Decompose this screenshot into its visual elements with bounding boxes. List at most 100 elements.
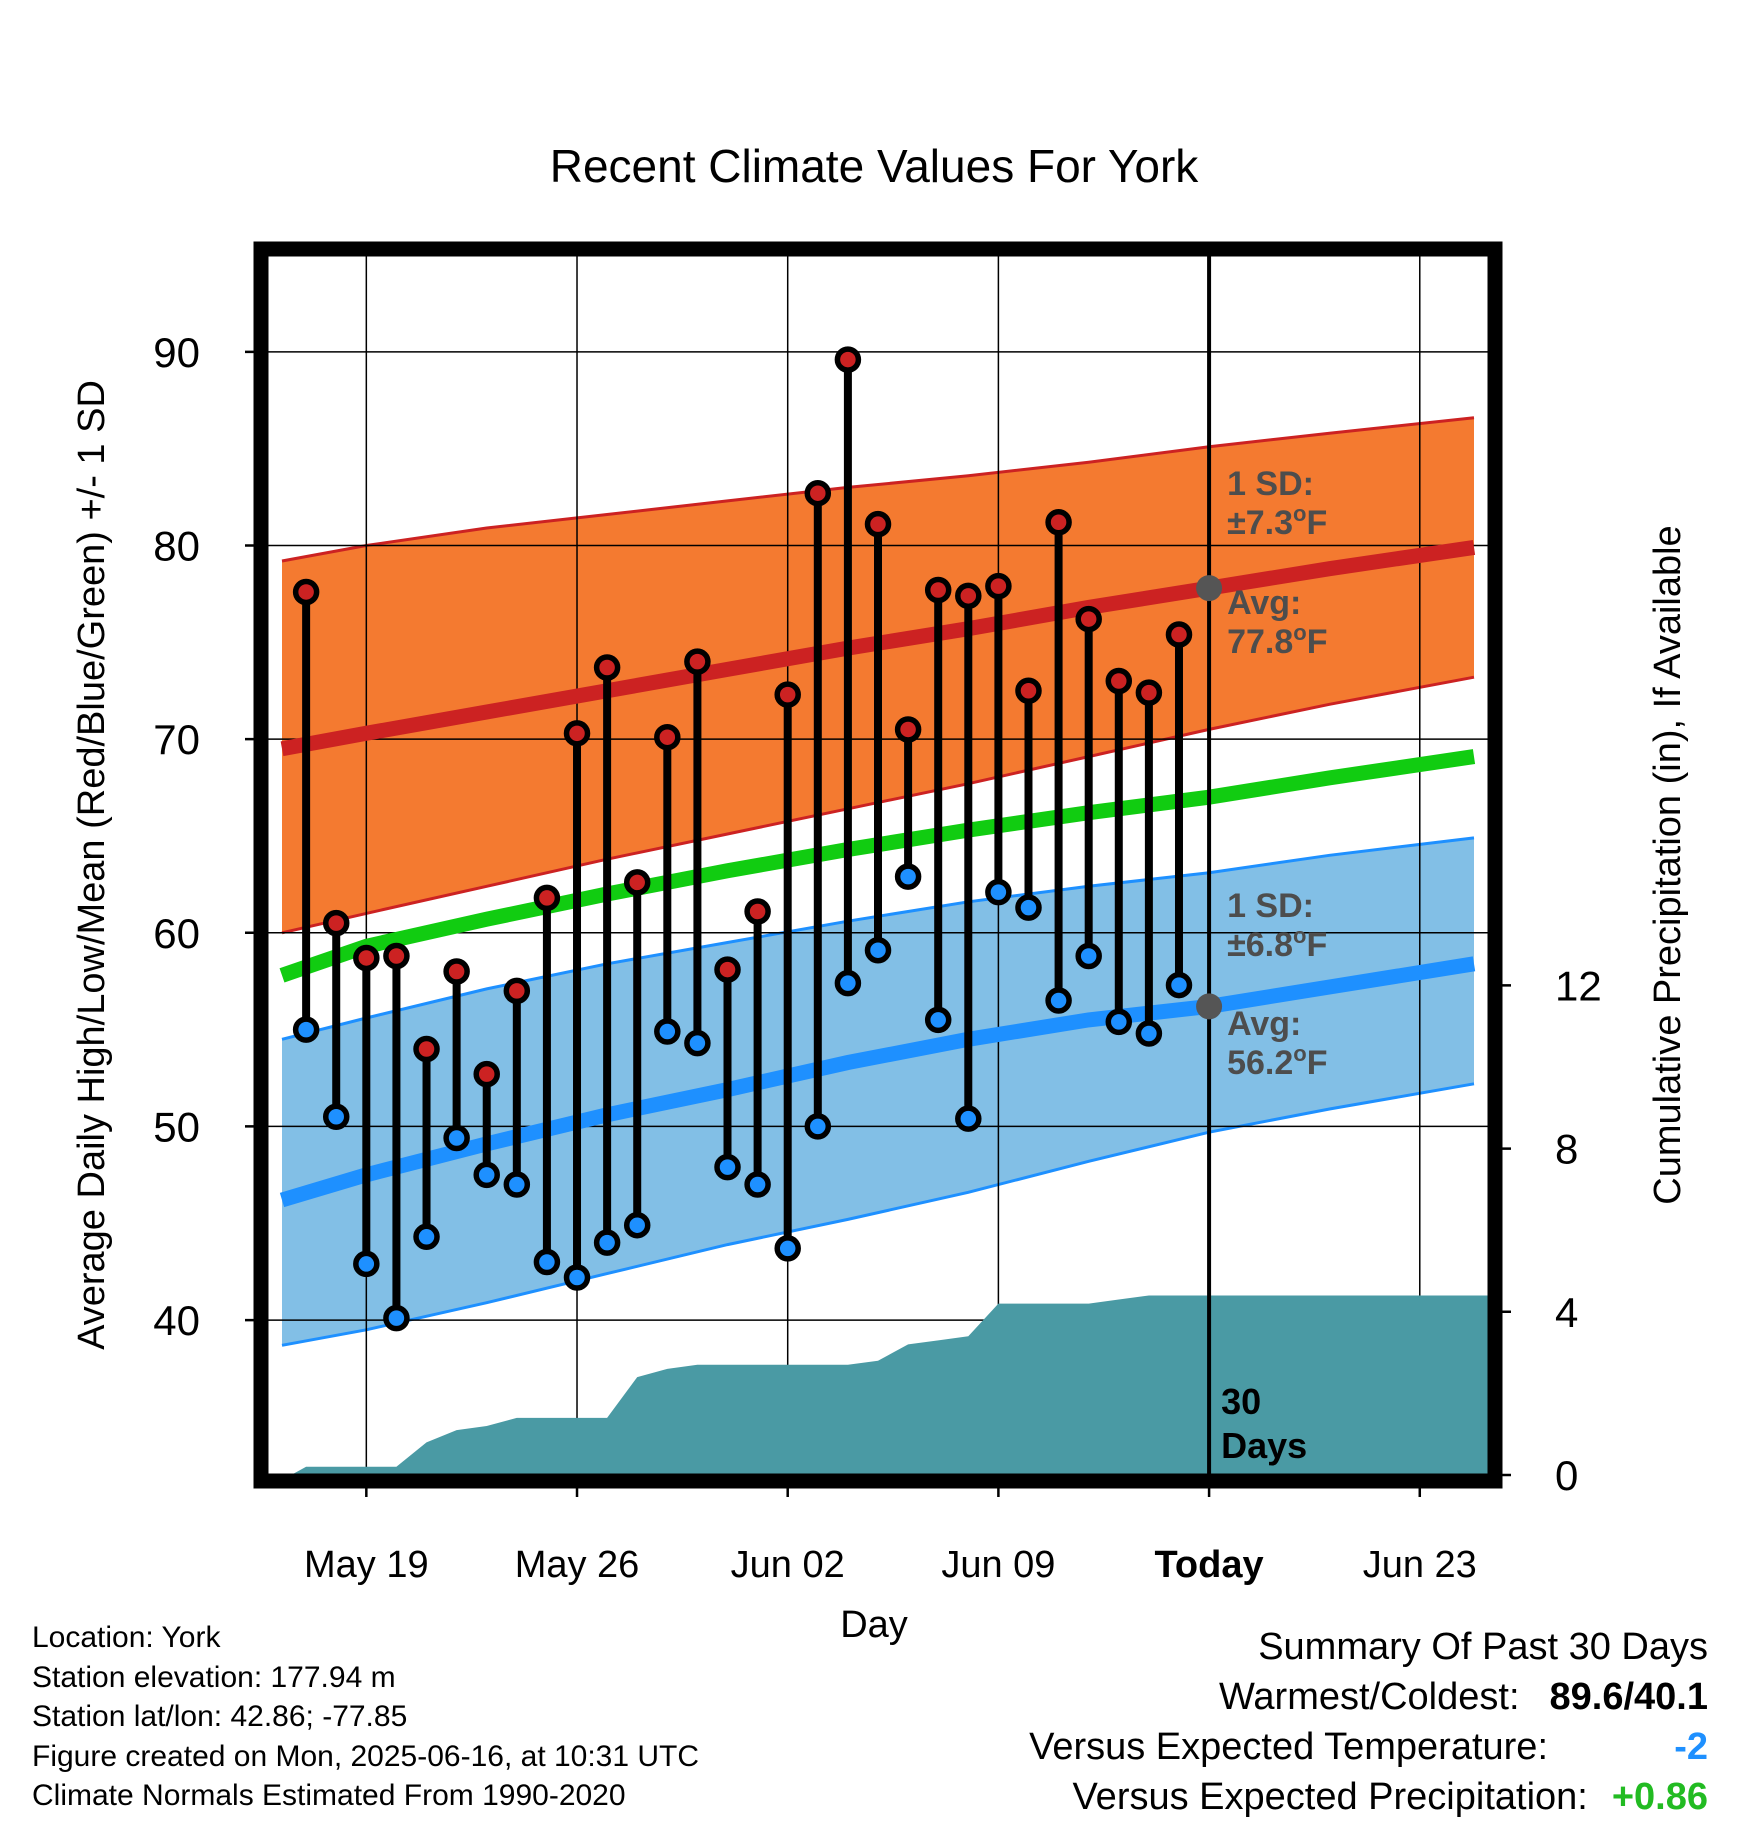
latlon-text: Station lat/lon: 42.86; -77.85 [32, 1700, 408, 1733]
high-temp-point [292, 578, 320, 606]
location-text: Location: York [32, 1621, 221, 1654]
y-tick-label: 60 [153, 910, 200, 957]
high-temp-point [322, 909, 350, 937]
high-temp-point [924, 576, 952, 604]
summary-title: Summary Of Past 30 Days [1258, 1626, 1708, 1668]
low-temp-point [894, 863, 922, 890]
low-temp-point [744, 1171, 771, 1198]
high-temp-point [774, 681, 801, 708]
low-temp-point [1075, 942, 1102, 970]
x-tick-label: Jun 09 [941, 1544, 1055, 1586]
temp-value: -2 [1674, 1726, 1708, 1768]
low-temp-point [1015, 894, 1042, 921]
station-info: Location: York Station elevation: 177.94… [32, 1618, 699, 1816]
high-temp-point [533, 884, 561, 912]
low-temp-point [1105, 1008, 1133, 1036]
high-temp-point [1015, 677, 1042, 704]
plot-frame [253, 241, 1503, 1489]
high-temp-point [353, 944, 380, 972]
daily-bars [292, 346, 1193, 1332]
high-temp-point [985, 572, 1012, 600]
high-temp-point [1075, 605, 1102, 633]
y2-tick-label: 12 [1555, 962, 1602, 1009]
low-temp-point [383, 1304, 410, 1332]
high-temp-point [864, 510, 892, 538]
created-text: Figure created on Mon, 2025-06-16, at 10… [32, 1739, 700, 1773]
low-temp-point [864, 936, 892, 964]
low-sd-label: 1 SD: [1227, 887, 1314, 925]
low-sd-value: ±6.8oF [1227, 923, 1327, 964]
low-temp-point [322, 1103, 350, 1130]
y-axis-title: Average Daily High/Low/Mean (Red/Blue/Gr… [71, 380, 113, 1350]
high-avg-value: 77.8oF [1227, 620, 1327, 661]
low-temp-point [593, 1229, 621, 1256]
warmest-label: Warmest/Coldest: [1218, 1676, 1520, 1718]
precip-row: Versus Expected Precipitation: +0.86 [1029, 1772, 1708, 1822]
y-tick-label: 40 [153, 1297, 200, 1344]
low-temp-point [955, 1105, 982, 1132]
normals-text: Climate Normals Estimated From 1990-2020 [32, 1779, 626, 1812]
y-tick-label: 50 [153, 1103, 200, 1150]
precip-area [291, 1295, 1489, 1475]
low-temp-point [473, 1161, 500, 1189]
high-temp-point [503, 977, 531, 1005]
low-temp-point [684, 1029, 711, 1057]
x-tick-label: May 19 [304, 1544, 429, 1586]
high-temp-point [714, 956, 741, 983]
low-temp-point [292, 1016, 320, 1043]
y-tick-label: 70 [153, 716, 200, 763]
high-temp-point [593, 654, 621, 681]
elevation-text: Station elevation: 177.94 m [32, 1660, 396, 1694]
low-temp-point [1045, 987, 1072, 1014]
y2-tick-label: 4 [1555, 1289, 1578, 1336]
today-high-avg-dot [1196, 575, 1223, 602]
chart-title: Recent Climate Values For York [550, 140, 1200, 192]
low-temp-point [774, 1235, 801, 1262]
warmest-value: 89.6/40.1 [1549, 1676, 1708, 1718]
today-days-label: Days [1221, 1425, 1307, 1466]
low-temp-point [1165, 971, 1193, 999]
high-temp-point [955, 582, 982, 610]
low-temp-point [804, 1113, 832, 1140]
low-band-lower-edge [281, 1082, 1475, 1347]
low-temp-point [924, 1006, 952, 1034]
y-tick-label: 90 [153, 329, 200, 376]
high-temp-point [443, 958, 470, 985]
x-tick-label: May 26 [515, 1544, 640, 1586]
low-temp-point [623, 1211, 651, 1239]
high-sd-label: 1 SD: [1227, 465, 1314, 503]
summary-panel: Summary Of Past 30 Days Warmest/Coldest:… [1029, 1622, 1708, 1822]
high-temp-point [413, 1035, 440, 1063]
low-temp-point [533, 1248, 561, 1276]
high-temp-point [1165, 621, 1193, 648]
x-tick-label: Jun 23 [1363, 1544, 1477, 1586]
x-tick-label: Today [1155, 1544, 1264, 1586]
high-temp-point [383, 942, 410, 970]
high-sd-value: ±7.3oF [1227, 501, 1327, 542]
low-temp-point [563, 1264, 591, 1291]
low-temp-point [503, 1171, 531, 1198]
temp-row: Versus Expected Temperature: -2 [1029, 1722, 1708, 1772]
y2-axis-title: Cumulative Precipitation (in), If Availa… [1647, 525, 1689, 1204]
high-temp-point [834, 346, 862, 373]
low-temp-point [834, 969, 862, 997]
high-temp-point [563, 720, 591, 747]
high-temp-point [473, 1060, 500, 1088]
today-days-number: 30 [1221, 1381, 1261, 1422]
x-axis-title: Day [840, 1604, 908, 1646]
high-temp-point [1045, 508, 1072, 536]
high-temp-point [623, 869, 651, 896]
precip-value: +0.86 [1611, 1776, 1708, 1818]
low-temp-point [413, 1223, 440, 1251]
warmest-coldest-row: Warmest/Coldest: 89.6/40.1 [1029, 1672, 1708, 1722]
low-avg-label: Avg: [1227, 1005, 1301, 1043]
high-temp-point [654, 723, 681, 751]
low-temp-point [714, 1153, 741, 1181]
high-temp-point [684, 648, 711, 675]
low-temp-point [353, 1250, 380, 1278]
high-temp-point [1105, 667, 1133, 695]
low-temp-point [1135, 1020, 1163, 1047]
